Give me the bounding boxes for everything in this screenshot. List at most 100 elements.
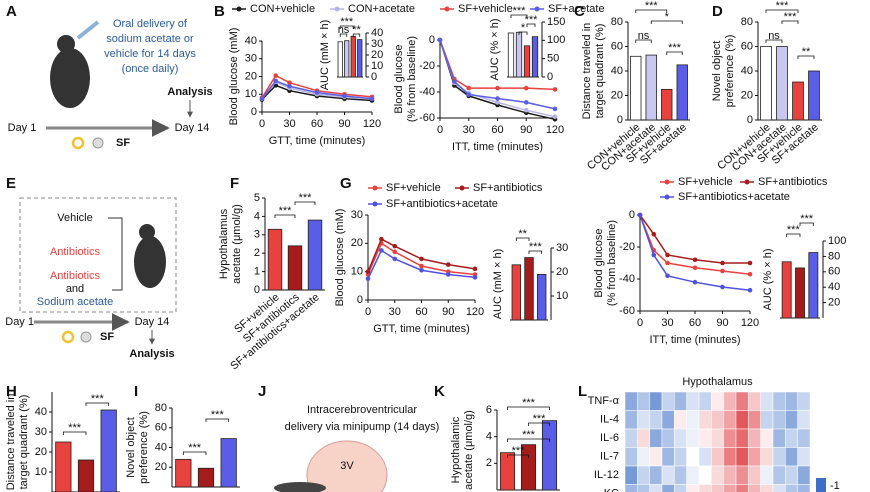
y-tick-label: 20 xyxy=(611,89,623,101)
heatmap-cell xyxy=(760,410,774,430)
significance-bracket xyxy=(765,9,799,13)
group-label: Antibiotics xyxy=(50,246,101,258)
bar xyxy=(55,441,72,492)
heatmap-cell xyxy=(797,447,811,467)
y-tick-label: -60 xyxy=(619,305,635,317)
data-point xyxy=(287,80,292,86)
heatmap-cell xyxy=(637,410,650,430)
diagram-text: Analysis xyxy=(167,86,212,98)
y-tick-label: 2 xyxy=(486,457,492,469)
y-tick-label: 30 xyxy=(245,53,257,65)
significance-label: *** xyxy=(645,0,659,12)
y-tick-label: 80 xyxy=(611,16,623,28)
mouse-icon xyxy=(134,236,166,288)
heatmap-cell xyxy=(698,447,712,467)
data-point xyxy=(419,256,424,262)
significance-label: *** xyxy=(211,409,225,421)
diagram-j: Intracerebroventricular delivery via min… xyxy=(274,404,439,492)
data-point xyxy=(495,85,500,91)
legend-swatch xyxy=(334,6,340,12)
legend-label: CON+vehicle xyxy=(250,3,315,15)
legend-label: SF+acetate xyxy=(548,3,605,15)
x-tick-label: 120 xyxy=(363,118,381,130)
y-tick-label: 50 xyxy=(547,53,559,65)
heatmap-cell xyxy=(686,391,700,411)
bar xyxy=(511,264,522,321)
heatmap-cell xyxy=(711,410,724,430)
panel-letter: L xyxy=(578,383,587,400)
y-tick-label: -20 xyxy=(419,60,435,72)
bar xyxy=(507,32,515,78)
x-tick-label: 90 xyxy=(338,118,350,130)
legend-label: SF+vehicle xyxy=(458,3,513,15)
heatmap-cell xyxy=(797,484,811,492)
heatmap-cell xyxy=(686,447,700,467)
y-axis-label: preference (%) xyxy=(138,411,150,484)
diagram-text: Day 14 xyxy=(135,316,170,328)
legend-swatch xyxy=(534,6,540,12)
heatmap-cell xyxy=(637,484,650,492)
heatmap-cell xyxy=(797,428,811,448)
y-tick-label: 0 xyxy=(547,71,553,83)
group-label: Sodium acetate xyxy=(37,296,113,308)
data-point xyxy=(445,272,451,277)
heatmap-cell xyxy=(723,410,737,430)
heatmap-cell xyxy=(723,428,737,448)
series-line xyxy=(367,242,476,276)
diagram-text: Day 1 xyxy=(5,316,34,328)
significance-label: *** xyxy=(522,429,536,441)
significance-label: * xyxy=(665,11,670,23)
y-tick-label: -40 xyxy=(619,273,635,285)
y-tick-label: 10 xyxy=(556,290,568,302)
data-point xyxy=(720,268,725,274)
bar xyxy=(350,35,356,78)
y-tick-label: 150 xyxy=(547,16,565,28)
heatmap-cell xyxy=(637,465,650,485)
heatmap-cell xyxy=(785,484,798,492)
heatmap-cell xyxy=(674,410,687,430)
bar xyxy=(760,46,772,121)
heatmap-cell xyxy=(735,428,749,448)
heatmap-cell xyxy=(797,465,811,485)
y-tick-label: 20 xyxy=(351,237,363,249)
significance-bracket xyxy=(507,438,550,442)
heatmap-cell xyxy=(748,428,761,448)
x-tick-label: 0 xyxy=(259,118,265,130)
heatmap-cell xyxy=(711,484,724,492)
y-tick-label: 20 xyxy=(245,70,257,82)
y-tick-label: 10 xyxy=(351,266,363,278)
group-box xyxy=(19,197,177,313)
data-point xyxy=(495,96,500,101)
x-tick-label: 120 xyxy=(546,124,564,136)
heatmap-cell xyxy=(760,465,774,485)
panel-letter: J xyxy=(258,383,266,400)
y-tick-label: 0 xyxy=(251,106,257,118)
data-point xyxy=(452,79,457,84)
x-tick-label: 90 xyxy=(442,306,454,318)
x-tick-label: 60 xyxy=(415,306,427,318)
x-axis-label: ITT, time (minutes) xyxy=(452,141,543,153)
data-point xyxy=(342,93,347,99)
x-axis-label: GTT, time (minutes) xyxy=(373,323,470,335)
heatmap-cell xyxy=(711,428,724,448)
legend-swatch xyxy=(372,185,378,191)
y-tick-label: 60 xyxy=(611,40,623,52)
y-tick-label: 5 xyxy=(254,192,260,204)
significance-label: *** xyxy=(533,413,547,425)
y-tick-label: 40 xyxy=(245,35,257,47)
y-tick-label: 0 xyxy=(371,71,377,83)
panel-letter: B xyxy=(214,3,225,20)
panel-letter: H xyxy=(6,383,17,400)
heatmap-cell xyxy=(760,428,774,448)
heatmap-cell xyxy=(649,465,663,485)
panel-letter: F xyxy=(230,175,239,192)
y-axis-label: (% from baseline) xyxy=(606,220,618,306)
significance-bracket xyxy=(635,9,668,13)
data-point xyxy=(392,249,398,255)
row-label: KC xyxy=(604,488,619,492)
data-point xyxy=(472,266,478,272)
series-line xyxy=(261,84,373,102)
significance-label: *** xyxy=(188,442,202,454)
series-line xyxy=(439,39,556,110)
